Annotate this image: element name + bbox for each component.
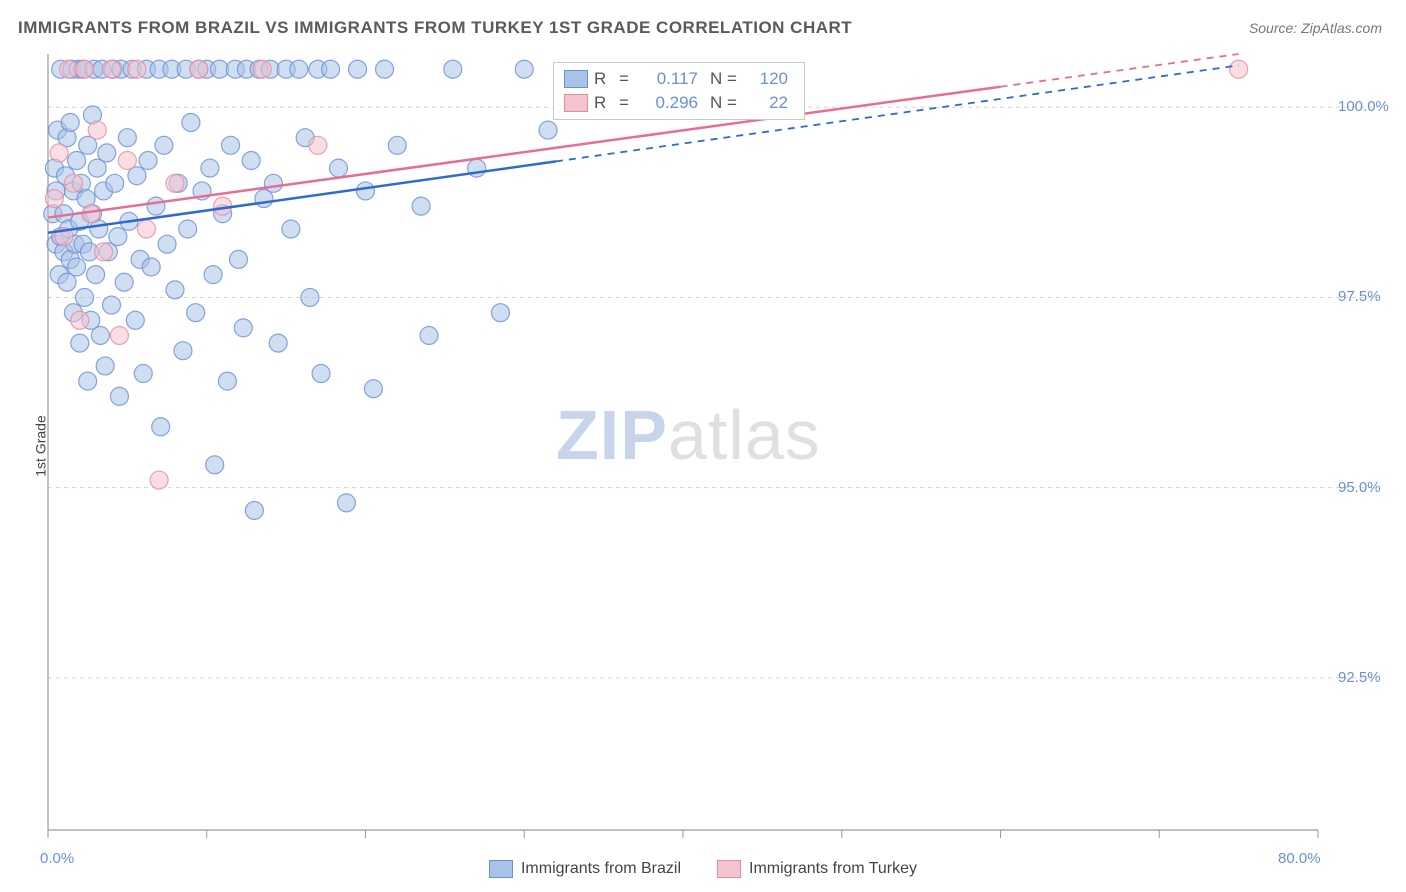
stat-n-label: N = xyxy=(704,69,744,89)
stat-r-value: 0.117 xyxy=(644,69,704,89)
x-tick-label: 80.0% xyxy=(1278,850,1321,867)
y-tick-label: 95.0% xyxy=(1338,479,1381,496)
y-tick-label: 92.5% xyxy=(1338,669,1381,686)
legend-label: Immigrants from Brazil xyxy=(521,860,681,878)
stat-r-label: R xyxy=(588,69,604,89)
x-tick-label: 0.0% xyxy=(40,850,74,867)
legend-swatch xyxy=(717,860,741,878)
stat-n-label: N = xyxy=(704,93,744,113)
stats-legend-box: R=0.117N =120R=0.296N =22 xyxy=(553,62,805,120)
legend-item: Immigrants from Brazil xyxy=(489,860,681,878)
y-tick-label: 97.5% xyxy=(1338,288,1381,305)
stat-n-value: 22 xyxy=(744,93,794,113)
y-tick-label: 100.0% xyxy=(1338,98,1389,115)
legend-swatch xyxy=(489,860,513,878)
stat-n-value: 120 xyxy=(744,69,794,89)
chart-container: IMMIGRANTS FROM BRAZIL VS IMMIGRANTS FRO… xyxy=(0,0,1406,892)
legend-label: Immigrants from Turkey xyxy=(749,860,917,878)
stat-r-label: R xyxy=(588,93,604,113)
bottom-legend: Immigrants from Brazil Immigrants from Tu… xyxy=(0,860,1406,878)
legend-swatch xyxy=(564,94,588,112)
scatter-plot xyxy=(0,0,1406,892)
legend-item: Immigrants from Turkey xyxy=(717,860,917,878)
stat-r-value: 0.296 xyxy=(644,93,704,113)
legend-swatch xyxy=(564,70,588,88)
